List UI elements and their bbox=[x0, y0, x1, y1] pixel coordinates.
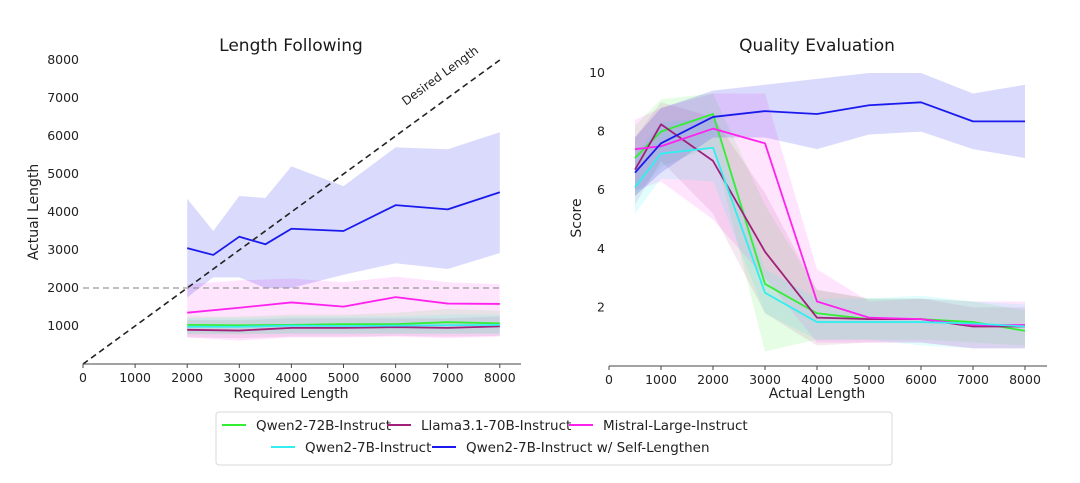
x-tick-label: 7000 bbox=[957, 372, 989, 387]
y-axis-label: Actual Length bbox=[26, 164, 42, 261]
series-line-llama3-1-70b-instruct bbox=[187, 325, 500, 332]
confidence-bands bbox=[635, 73, 1025, 352]
x-tick-label: 8000 bbox=[484, 370, 516, 385]
chart-title: Quality Evaluation bbox=[739, 36, 895, 56]
y-tick-label: 2 bbox=[597, 299, 605, 314]
y-tick-label: 8 bbox=[597, 124, 605, 139]
y-tick-label: 6 bbox=[597, 182, 605, 197]
x-tick-label: 6000 bbox=[380, 370, 412, 385]
series-line-llama3-1-70b-instruct bbox=[634, 123, 1025, 328]
confidence-band bbox=[187, 132, 500, 298]
x-tick-label: 2000 bbox=[697, 372, 729, 387]
x-tick-label: 6000 bbox=[905, 372, 937, 387]
legend-label: Qwen2-72B-Instruct bbox=[256, 418, 391, 434]
x-axis-label: Required Length bbox=[233, 386, 348, 402]
y-tick-label: 4000 bbox=[47, 204, 79, 219]
reference-lines bbox=[82, 59, 501, 365]
y-axis-label: Score bbox=[569, 198, 585, 237]
confidence-band bbox=[635, 93, 1025, 352]
length-following-chart: Length Following Required Length Actual … bbox=[26, 36, 521, 402]
x-tick-label: 2000 bbox=[171, 370, 203, 385]
legend-label: Qwen2-7B-Instruct w/ Self-Lengthen bbox=[466, 440, 710, 456]
y-tick-label: 4 bbox=[597, 241, 605, 256]
series-line-qwen2-7b-instruct bbox=[187, 323, 500, 328]
x-tick-label: 5000 bbox=[328, 370, 360, 385]
desired-length-line bbox=[82, 59, 501, 365]
legend-label: Llama3.1-70B-Instruct bbox=[421, 418, 571, 434]
x-tick-label: 5000 bbox=[853, 372, 885, 387]
axes: 0 1000 2000 3000 4000 5000 6000 7000 8000 2 4 6 8 10 bbox=[589, 65, 1047, 387]
confidence-bands bbox=[187, 132, 500, 341]
x-tick-label: 4000 bbox=[801, 372, 833, 387]
legend-label: Mistral-Large-Instruct bbox=[603, 418, 748, 434]
series-line-qwen2-72b-instruct bbox=[634, 113, 1026, 332]
y-tick-label: 8000 bbox=[47, 52, 79, 67]
confidence-band bbox=[635, 116, 1025, 349]
series-line-qwen2-7b-instruct bbox=[634, 146, 1026, 328]
x-axis-label: Actual Length bbox=[769, 386, 866, 402]
legend-frame bbox=[215, 411, 893, 466]
x-tick-label: 1000 bbox=[119, 370, 151, 385]
series-line-qwen2-7b-instruct-w-self-lengthen bbox=[186, 191, 501, 256]
confidence-band bbox=[635, 93, 1025, 349]
axes: 0 1000 2000 3000 4000 5000 6000 7000 8000 1000 200… bbox=[47, 52, 521, 385]
legend-label: Qwen2-7B-Instruct bbox=[305, 440, 431, 456]
x-tick-label: 0 bbox=[79, 370, 87, 385]
series-line-qwen2-72b-instruct bbox=[187, 321, 500, 327]
x-tick-label: 1000 bbox=[645, 372, 677, 387]
series-lines bbox=[186, 191, 501, 332]
x-tick-label: 4000 bbox=[275, 370, 307, 385]
legend-item: Mistral-Large-Instruct bbox=[569, 418, 748, 434]
y-tick-label: 10 bbox=[589, 65, 605, 80]
confidence-band bbox=[635, 102, 1025, 349]
y-tick-label: 3000 bbox=[47, 242, 79, 257]
quality-evaluation-chart: Quality Evaluation Actual Length Score 0… bbox=[569, 36, 1047, 402]
series-line-qwen2-7b-instruct-w-self-lengthen bbox=[634, 101, 1025, 174]
legend: Qwen2-72B-Instruct Llama3.1-70B-Instruct M… bbox=[215, 411, 893, 466]
y-tick-label: 6000 bbox=[47, 128, 79, 143]
y-tick-label: 1000 bbox=[47, 318, 79, 333]
desired-length-annotation: Desired Length bbox=[399, 43, 481, 108]
x-tick-label: 7000 bbox=[432, 370, 464, 385]
legend-item: Qwen2-72B-Instruct bbox=[222, 418, 391, 434]
y-tick-label: 7000 bbox=[47, 90, 79, 105]
legend-item: Qwen2-7B-Instruct bbox=[271, 440, 431, 456]
x-tick-label: 3000 bbox=[749, 372, 781, 387]
y-tick-label: 5000 bbox=[47, 166, 79, 181]
legend-item: Llama3.1-70B-Instruct bbox=[387, 418, 571, 434]
chart-title: Length Following bbox=[219, 36, 363, 56]
series-lines bbox=[634, 101, 1026, 332]
y-tick-label: 2000 bbox=[47, 280, 79, 295]
series-line-mistral-large-instruct bbox=[187, 296, 500, 314]
x-tick-label: 8000 bbox=[1009, 372, 1041, 387]
x-tick-label: 3000 bbox=[223, 370, 255, 385]
x-tick-label: 0 bbox=[605, 372, 613, 387]
legend-item: Qwen2-7B-Instruct w/ Self-Lengthen bbox=[432, 440, 710, 456]
